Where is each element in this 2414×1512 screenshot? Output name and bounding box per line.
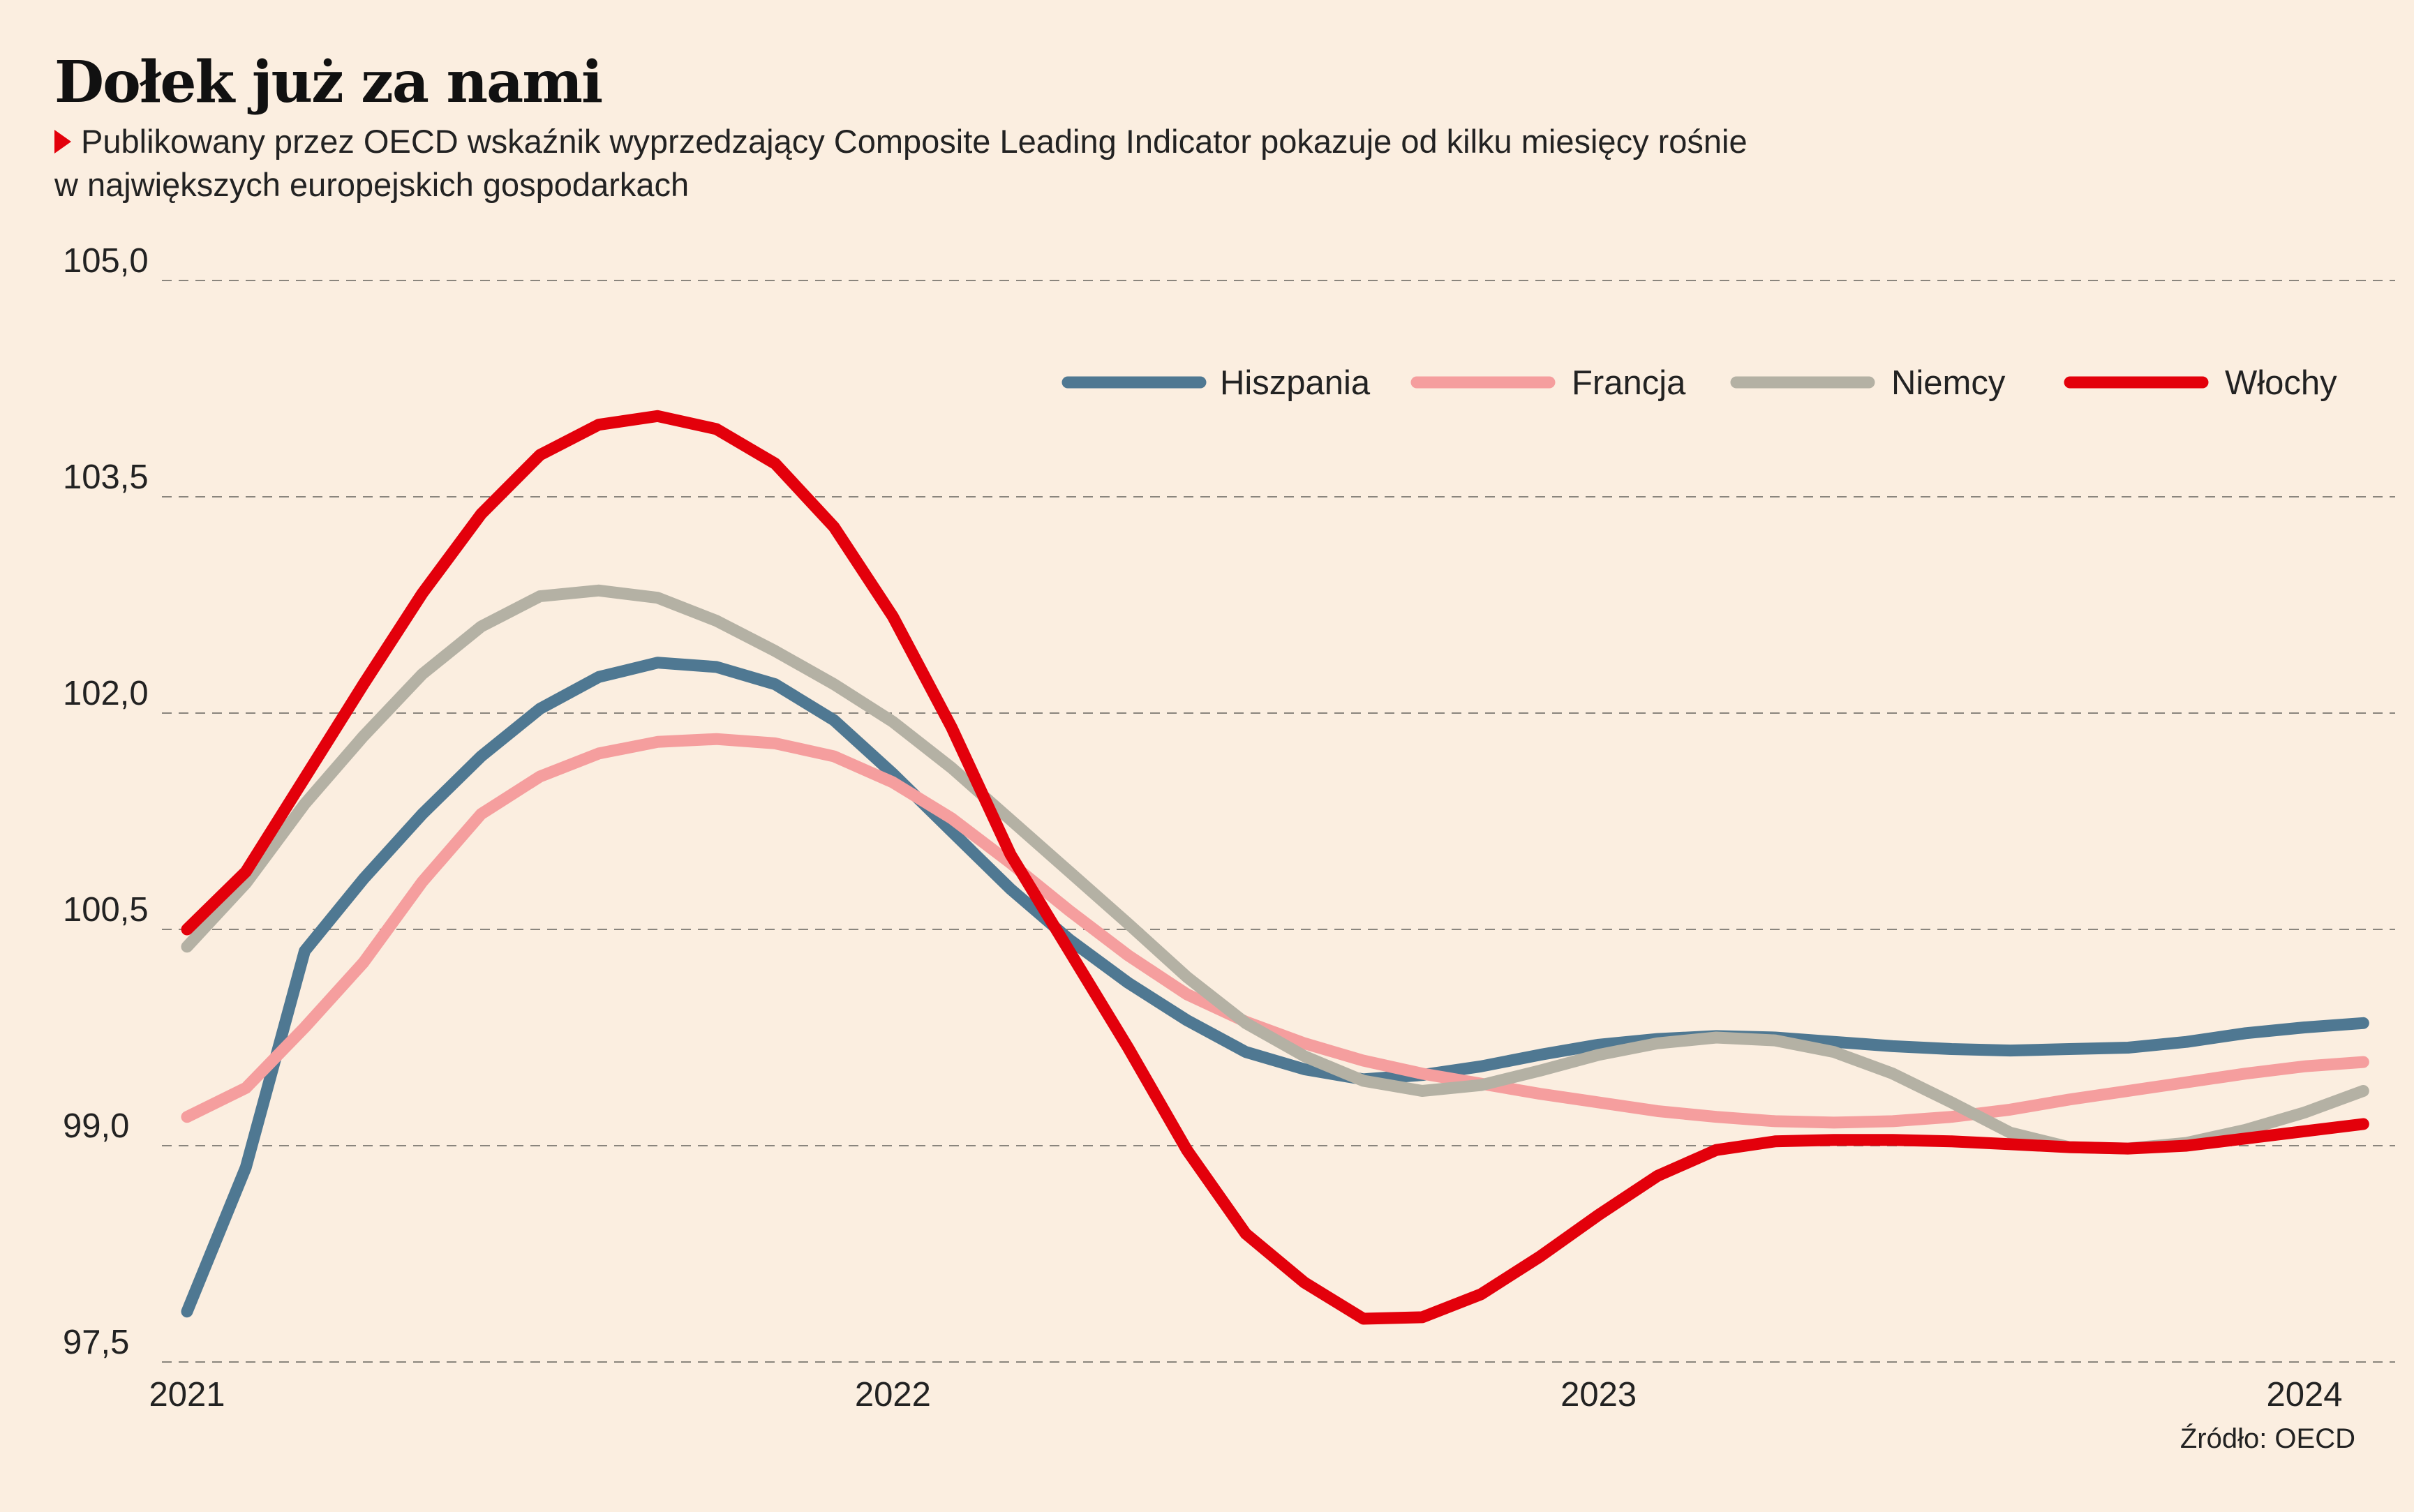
legend-item-niemcy: Niemcy [1730, 364, 2006, 402]
y-tick-label: 102,0 [63, 675, 149, 712]
y-tick-label: 105,0 [63, 242, 149, 280]
triangle-marker-icon [54, 129, 71, 154]
x-axis-ticks: 2021 2022 2023 2024 [149, 1376, 2342, 1414]
y-tick-label: 103,5 [63, 458, 149, 496]
x-tick-label: 2023 [1560, 1376, 1637, 1414]
source-note: Źródło: OECD [2180, 1423, 2355, 1454]
legend-item-włochy: Włochy [2064, 364, 2337, 402]
legend: Hiszpania Francja Niemcy Włochy [1061, 364, 2337, 402]
subtitle-line-2: w największych europejskich gospodarkach [54, 166, 690, 203]
y-tick-label: 99,0 [63, 1107, 129, 1145]
series-line-francja [181, 733, 2369, 1129]
subtitle-line-1: Publikowany przez OECD wskaźnik wyprzedz… [81, 123, 1748, 160]
legend-item-francja: Francja [1410, 364, 1686, 402]
y-axis-ticks: 105,0 103,5 102,0 100,5 99,0 97,5 [63, 242, 149, 1361]
series-line-niemcy [181, 584, 2369, 1155]
legend-label: Włochy [2225, 364, 2337, 402]
chart-subtitle: Publikowany przez OECD wskaźnik wyprzedz… [54, 120, 1939, 207]
legend-label: Hiszpania [1220, 364, 1371, 402]
series-line-hiszpania [181, 657, 2369, 1318]
legend-label: Niemcy [1891, 364, 2006, 402]
x-tick-label: 2022 [855, 1376, 931, 1414]
legend-item-hiszpania: Hiszpania [1061, 364, 1371, 402]
x-tick-label: 2024 [2266, 1376, 2342, 1414]
x-tick-label: 2021 [149, 1376, 225, 1414]
series-lines [181, 410, 2369, 1325]
chart-title: Dołek już za nami [54, 49, 603, 116]
grid-lines [162, 280, 2395, 1363]
y-tick-label: 100,5 [63, 891, 149, 929]
series-line-włochy [181, 410, 2369, 1325]
y-tick-label: 97,5 [63, 1324, 129, 1361]
legend-label: Francja [1572, 364, 1686, 402]
